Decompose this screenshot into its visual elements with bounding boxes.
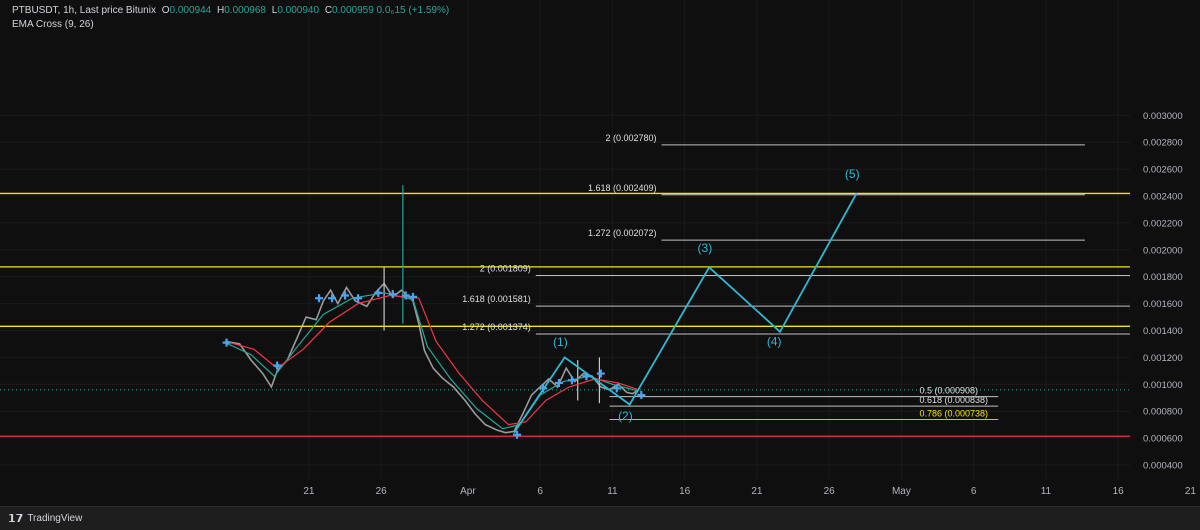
x-axis: 21 26 Apr 6 11 16 21 26 May 6 11 16 21: [303, 486, 1196, 497]
close-value: 0.000959: [332, 5, 374, 16]
fib-level-label: 2 (0.002780): [605, 133, 656, 143]
price-series: [222, 185, 646, 439]
fib-level-label: 1.272 (0.002072): [588, 228, 657, 238]
signal-marker: [341, 291, 350, 300]
x-tick-label: 11: [1041, 486, 1052, 497]
x-tick-label: 6: [971, 486, 977, 497]
signal-marker: [401, 291, 410, 300]
wave-label: (2): [618, 409, 633, 423]
signal-marker: [354, 294, 363, 303]
signal-marker: [637, 391, 646, 400]
open-label: O: [161, 5, 170, 16]
ema-fast-line: [224, 292, 639, 430]
x-tick-label: 11: [607, 486, 618, 497]
fib-level-label: 1.618 (0.002409): [588, 183, 657, 193]
footer-bar: 𝟭𝟳 TradingView: [0, 506, 1200, 530]
high-label: H: [217, 5, 225, 16]
fib-level-label: 0.786 (0.000738): [920, 409, 989, 419]
indicator-label[interactable]: EMA Cross (9, 26): [12, 19, 94, 30]
fib-level-label: 0.618 (0.000838): [920, 395, 989, 405]
signal-marker: [408, 292, 417, 301]
signal-marker: [596, 369, 605, 378]
x-tick-label: 21: [1185, 486, 1197, 497]
x-tick-label: May: [892, 486, 911, 497]
signal-marker: [388, 290, 397, 299]
fib-level-label: 1.618 (0.001581): [462, 294, 531, 304]
y-tick-label: 0.000400: [1143, 461, 1183, 472]
elliott-wave: (1) (2) (3) (4) (5): [513, 167, 860, 434]
wave-label: (3): [698, 241, 713, 255]
x-tick-label: 26: [376, 486, 388, 497]
low-label: L: [271, 5, 278, 16]
y-axis-panel: [1130, 0, 1200, 506]
signal-marker: [328, 294, 337, 303]
y-tick-label: 0.000800: [1143, 407, 1183, 418]
signal-marker: [374, 288, 383, 297]
high-value: 0.000968: [224, 5, 266, 16]
signal-marker: [315, 294, 324, 303]
y-tick-label: 0.001200: [1143, 353, 1183, 364]
x-tick-label: 6: [537, 486, 543, 497]
y-tick-label: 0.000600: [1143, 434, 1183, 445]
low-value: 0.000940: [277, 5, 320, 16]
signal-marker: [554, 378, 563, 387]
x-tick-label: 21: [751, 486, 763, 497]
y-tick-label: 0.002000: [1143, 245, 1183, 256]
y-tick-label: 0.001400: [1143, 326, 1183, 337]
signal-marker: [222, 338, 231, 347]
y-tick-label: 0.002600: [1143, 165, 1183, 176]
x-tick-label: Apr: [460, 486, 476, 497]
change-value: 0.0₆15 (+1.59%): [376, 5, 450, 16]
brand-name: TradingView: [27, 513, 83, 524]
y-tick-label: 0.002400: [1143, 192, 1183, 203]
x-tick-label: 16: [1113, 486, 1125, 497]
ema-slow-line: [224, 294, 639, 426]
symbol-title[interactable]: PTBUSDT, 1h, Last price Bitunix: [12, 5, 156, 16]
fib-level-label: 0.5 (0.000908): [920, 386, 979, 396]
fibonacci-levels: 2 (0.002780) 1.618 (0.002409) 1.272 (0.002…: [462, 133, 1145, 421]
y-tick-label: 0.001000: [1143, 380, 1183, 391]
wave-label: (4): [767, 334, 782, 348]
y-tick-label: 0.003000: [1143, 111, 1183, 122]
x-tick-label: 26: [824, 486, 836, 497]
y-tick-label: 0.001800: [1143, 272, 1183, 283]
fib-level-label: 2 (0.001809): [480, 263, 531, 273]
signal-marker: [567, 376, 576, 385]
wave-path: [513, 192, 858, 434]
open-value: 0.000944: [169, 5, 212, 16]
close-label: C: [324, 5, 333, 16]
y-tick-label: 0.002200: [1143, 218, 1183, 229]
y-tick-label: 0.001600: [1143, 299, 1183, 310]
y-axis: 0.000400 0.000600 0.000800 0.001000 0.001200…: [1130, 0, 1200, 506]
signal-marker: [612, 384, 621, 393]
signal-marker: [273, 361, 282, 370]
tradingview-logo-icon: 𝟭𝟳: [8, 513, 24, 525]
x-tick-label: 16: [679, 486, 691, 497]
tradingview-logo[interactable]: 𝟭𝟳 TradingView: [8, 512, 82, 525]
x-tick-label: 21: [303, 486, 315, 497]
chart-legend-header: PTBUSDT, 1h, Last price Bitunix O0.00094…: [12, 4, 449, 18]
y-tick-label: 0.002800: [1143, 138, 1183, 149]
fib-level-label: 1.272 (0.001374): [462, 322, 531, 332]
signal-marker: [513, 430, 522, 439]
wave-label: (5): [845, 167, 860, 181]
wave-label: (1): [553, 335, 568, 349]
